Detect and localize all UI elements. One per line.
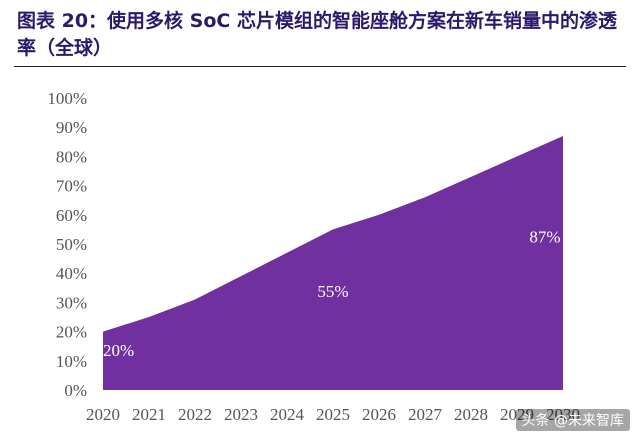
y-tick-label: 0% (64, 381, 87, 400)
y-tick-label: 100% (47, 89, 87, 108)
y-tick-label: 40% (56, 264, 87, 283)
x-tick-label: 2021 (132, 405, 166, 424)
y-tick-label: 60% (56, 206, 87, 225)
x-tick-label: 2029 (500, 405, 534, 424)
y-tick-label: 20% (56, 323, 87, 342)
plot-area (103, 135, 563, 390)
x-tick-label: 2028 (454, 405, 488, 424)
x-tick-label: 2025 (316, 405, 350, 424)
x-tick-label: 2024 (270, 405, 305, 424)
y-tick-label: 50% (56, 235, 87, 254)
x-tick-label: 2027 (408, 405, 443, 424)
y-tick-label: 10% (56, 352, 87, 371)
y-tick-label: 90% (56, 118, 87, 137)
watermark: 头条 @未来智库 (515, 409, 630, 431)
x-tick-label: 2020 (86, 405, 120, 424)
data-label: 20% (103, 341, 134, 360)
data-label: 87% (529, 228, 560, 247)
y-tick-label: 80% (56, 147, 87, 166)
x-tick-label: 2026 (362, 405, 396, 424)
x-tick-label: 2030 (546, 405, 580, 424)
figure-title: 图表 20：使用多核 SoC 芯片模组的智能座舱方案在新车销量中的渗透率（全球） (17, 10, 617, 59)
y-tick-label: 70% (56, 177, 87, 196)
x-tick-label: 2022 (178, 405, 212, 424)
series-area (103, 135, 563, 390)
x-tick-label: 2023 (224, 405, 258, 424)
y-tick-label: 30% (56, 293, 87, 312)
title-underline (14, 66, 626, 67)
data-labels: 20% 55% 87% (103, 228, 561, 360)
data-label: 55% (317, 282, 348, 301)
x-axis-ticks: 2020 2021 2022 2023 2024 2025 2026 2027 2028 2029… (86, 405, 580, 424)
y-axis-ticks: 0% 10% 20% 30% 40% 50% 60% 70% 80% 90% 100% (47, 89, 87, 400)
